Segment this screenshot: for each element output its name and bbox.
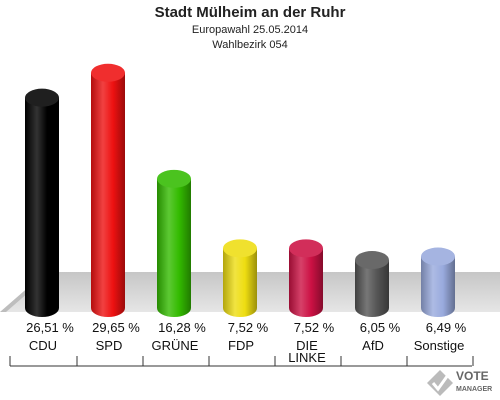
bar-4-body [289,248,323,317]
value-label-0: 26,51 % [26,320,74,335]
category-label-2: GRÜNE [152,338,199,353]
bar-3-body [223,248,257,317]
bar-2 [157,169,191,317]
bar-5-body [355,260,389,317]
category-label-6: Sonstige [414,338,465,353]
bar-6-top [421,247,455,266]
bar-0-body [25,97,59,317]
value-labels-group: 26,51 % 29,65 % 16,28 % 7,52 % 7,52 % 6,05 % 6… [26,320,467,335]
bar-0 [25,88,59,317]
bar-4-top [289,239,323,258]
bars-group [25,63,455,317]
logo-text-manager: MANAGER [456,386,492,393]
bar-1-body [91,72,125,317]
bar-1-top [91,63,125,82]
bar-2-top [157,169,191,188]
vote-manager-logo: VOTE MANAGER [427,369,492,396]
value-label-4: 7,52 % [294,320,335,335]
category-label-0: CDU [29,338,57,353]
bar-1 [91,63,125,317]
value-label-5: 6,05 % [360,320,401,335]
value-label-1: 29,65 % [92,320,140,335]
bar-0-top [25,88,59,107]
bar-2-body [157,178,191,317]
bar-5-top [355,251,389,270]
bar-4 [289,239,323,317]
bar-6-body [421,256,455,317]
value-label-3: 7,52 % [228,320,269,335]
category-label-3: FDP [228,338,254,353]
category-label-5: AfD [362,338,384,353]
value-label-2: 16,28 % [158,320,206,335]
bar-6 [421,247,455,317]
checkmark-ballot-icon [427,370,453,396]
category-label-4-line-0: DIE [296,338,318,353]
chart-title: Stadt Mülheim an der Ruhr [155,4,346,21]
chart-subtitle: Europawahl 25.05.2014 [192,24,308,36]
district-label: Wahlbezirk 054 [212,39,287,51]
category-label-1: SPD [96,338,123,353]
logo-text-vote: VOTE [456,369,489,383]
category-label-4-line-1: LINKE [288,350,326,365]
bar-5 [355,251,389,317]
bar-3-top [223,239,257,258]
bar-3 [223,239,257,317]
value-label-6: 6,49 % [426,320,467,335]
